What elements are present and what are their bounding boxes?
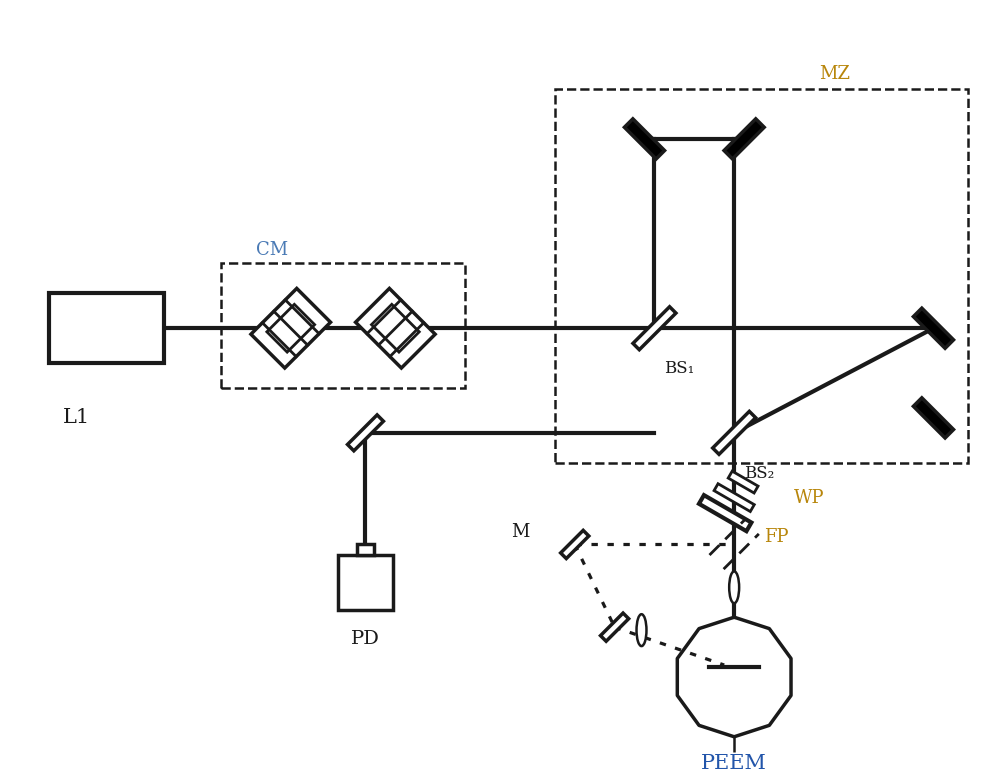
Bar bbox=[357, 544, 374, 555]
Polygon shape bbox=[267, 305, 315, 352]
Text: MZ: MZ bbox=[819, 65, 850, 83]
Polygon shape bbox=[601, 613, 629, 641]
Polygon shape bbox=[371, 305, 419, 352]
Bar bbox=[49, 294, 164, 363]
Polygon shape bbox=[728, 471, 758, 493]
Text: FP: FP bbox=[764, 529, 789, 547]
Bar bbox=[338, 555, 393, 610]
Polygon shape bbox=[913, 398, 954, 438]
Polygon shape bbox=[561, 530, 589, 558]
Polygon shape bbox=[699, 495, 751, 531]
Text: M: M bbox=[512, 524, 530, 542]
Text: WP: WP bbox=[794, 489, 824, 507]
Ellipse shape bbox=[637, 614, 646, 646]
Text: BS₂: BS₂ bbox=[744, 464, 774, 482]
Polygon shape bbox=[713, 411, 756, 454]
Polygon shape bbox=[356, 288, 435, 368]
Polygon shape bbox=[714, 484, 754, 511]
Polygon shape bbox=[348, 415, 383, 451]
Text: BS₁: BS₁ bbox=[664, 360, 695, 377]
Text: PEEM: PEEM bbox=[701, 754, 767, 773]
Polygon shape bbox=[633, 307, 676, 350]
Text: PD: PD bbox=[351, 630, 380, 648]
Polygon shape bbox=[624, 119, 665, 159]
Text: CM: CM bbox=[256, 241, 288, 259]
Text: L1: L1 bbox=[63, 408, 90, 427]
Polygon shape bbox=[251, 288, 331, 368]
Polygon shape bbox=[724, 119, 764, 159]
Ellipse shape bbox=[729, 572, 739, 603]
Polygon shape bbox=[913, 309, 954, 348]
